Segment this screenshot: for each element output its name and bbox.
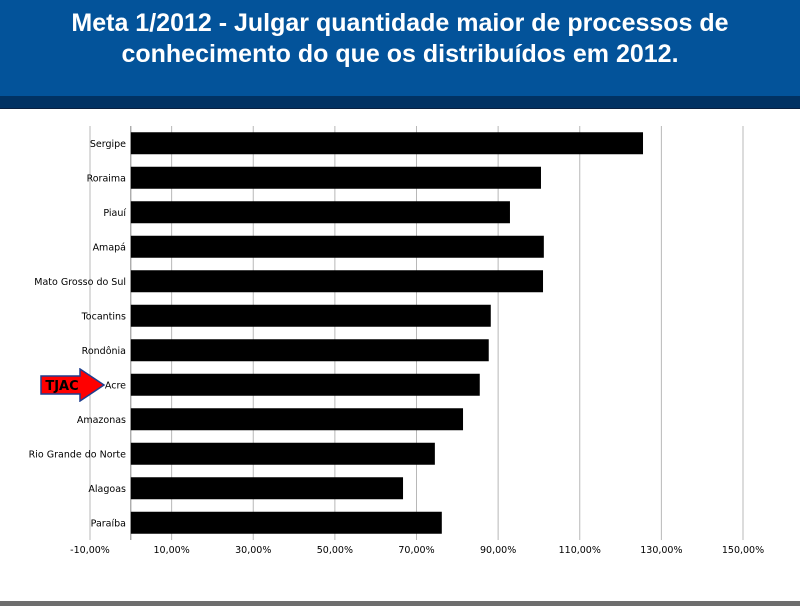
category-label: Rondônia <box>82 346 126 357</box>
bar <box>130 235 544 258</box>
title-line-2: conhecimento do que os distribuídos em 2… <box>121 40 679 68</box>
x-tick-label: 10,00% <box>154 545 190 556</box>
tjac-label: TJAC <box>45 379 78 394</box>
x-tick-label: 70,00% <box>398 545 434 556</box>
category-label: Alagoas <box>88 484 126 495</box>
tjac-arrow-annotation: TJAC <box>40 367 106 402</box>
bar <box>130 442 435 465</box>
category-label: Amapá <box>93 242 126 253</box>
category-label: Roraima <box>87 173 126 184</box>
bar <box>130 408 464 431</box>
category-label: Rio Grande do Norte <box>29 449 126 460</box>
category-label: Sergipe <box>90 139 126 150</box>
category-label: Piauí <box>103 208 126 219</box>
bar <box>130 270 544 293</box>
bar <box>130 132 644 155</box>
category-label: Paraíba <box>91 518 126 529</box>
bar <box>130 511 442 534</box>
x-tick-label: 110,00% <box>559 545 601 556</box>
header-band <box>0 96 800 109</box>
slide-title: Meta 1/2012 - Julgar quantidade maior de… <box>0 8 800 70</box>
x-tick-label: 50,00% <box>317 545 353 556</box>
bar <box>130 304 491 327</box>
category-label: Mato Grosso do Sul <box>34 277 126 288</box>
x-tick-label: -10,00% <box>70 545 110 556</box>
category-label: Amazonas <box>77 415 126 426</box>
x-tick-label: 30,00% <box>235 545 271 556</box>
x-tick-label: 150,00% <box>722 545 764 556</box>
category-label: Acre <box>105 380 126 391</box>
x-tick-label: 130,00% <box>640 545 682 556</box>
category-label: Tocantins <box>81 311 126 322</box>
title-banner: Meta 1/2012 - Julgar quantidade maior de… <box>0 0 800 96</box>
arrow-icon <box>40 367 106 402</box>
bar <box>130 339 489 362</box>
x-tick-label: 90,00% <box>480 545 516 556</box>
bar <box>130 166 541 189</box>
bar <box>130 373 480 396</box>
bar <box>130 477 404 500</box>
bar <box>130 201 510 224</box>
title-line-1: Meta 1/2012 - Julgar quantidade maior de… <box>71 9 729 37</box>
footer-line <box>0 601 800 606</box>
